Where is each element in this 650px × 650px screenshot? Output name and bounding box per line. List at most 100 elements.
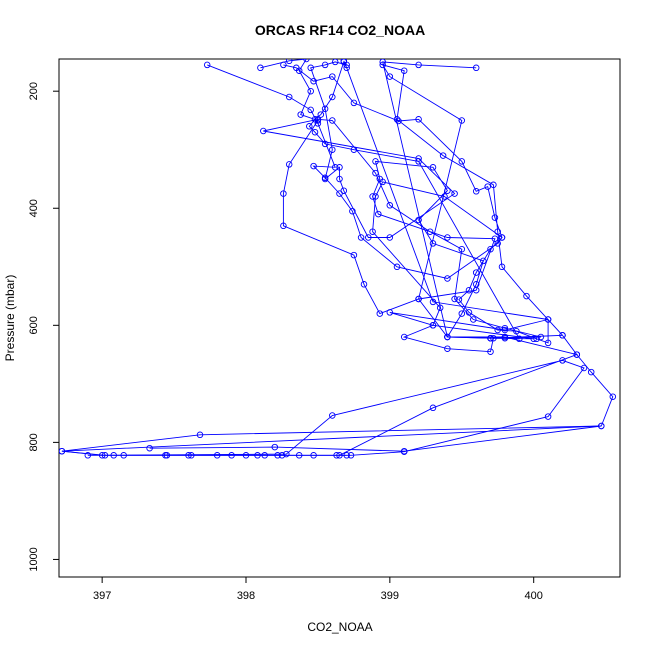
data-point	[415, 216, 422, 224]
data-point	[283, 450, 290, 458]
y-tick-label: 600	[28, 316, 40, 334]
data-point	[146, 444, 153, 452]
data-point	[415, 295, 422, 303]
data-point	[350, 146, 358, 153]
data-point	[598, 422, 605, 430]
data-point	[429, 404, 437, 412]
data-point	[439, 152, 447, 159]
data-point	[321, 105, 329, 113]
data-point	[498, 234, 506, 241]
data-point	[297, 111, 304, 118]
y-tick-label: 800	[28, 433, 40, 451]
data-point	[285, 93, 293, 101]
data-point	[393, 263, 401, 271]
data-point	[444, 234, 451, 241]
data-point	[587, 368, 595, 376]
data-point	[472, 269, 480, 276]
data-point	[203, 61, 211, 69]
data-point	[307, 64, 314, 72]
data-point	[347, 452, 355, 459]
data-point	[491, 214, 499, 221]
data-point	[415, 155, 422, 162]
data-point	[376, 310, 384, 317]
data-point	[429, 322, 437, 329]
data-point	[280, 190, 287, 197]
data-point	[336, 175, 343, 183]
data-point	[59, 447, 66, 455]
data-point	[369, 228, 376, 235]
data-point	[537, 333, 545, 341]
data-point	[580, 364, 588, 372]
data-point	[429, 298, 437, 306]
data-point	[321, 174, 329, 182]
x-axis-label: CO2_NOAA	[307, 620, 372, 634]
data-point	[349, 207, 356, 215]
data-point	[350, 251, 358, 259]
data-point	[386, 309, 394, 316]
data-point	[280, 222, 287, 230]
data-point	[336, 164, 343, 171]
data-point	[472, 281, 480, 288]
data-point	[317, 111, 325, 118]
data-point	[436, 304, 444, 312]
data-point	[490, 181, 497, 189]
data-point	[544, 413, 552, 420]
data-point	[530, 335, 537, 343]
data-point	[84, 452, 92, 459]
data-point	[458, 310, 466, 317]
data-point	[400, 447, 408, 455]
data-point	[544, 339, 552, 347]
data-point	[285, 161, 293, 168]
data-point	[386, 234, 394, 241]
data-point	[98, 452, 106, 459]
y-axis-label: Pressure (mbar)	[3, 275, 17, 362]
data-point	[260, 127, 267, 135]
data-point	[379, 59, 386, 66]
data-point	[285, 59, 293, 65]
series-line-4	[61, 425, 602, 456]
data-point	[523, 292, 530, 300]
data-point	[386, 73, 394, 80]
data-point	[458, 158, 466, 165]
data-point	[609, 393, 617, 400]
data-point	[386, 202, 394, 209]
data-point	[329, 93, 336, 101]
data-point	[501, 324, 509, 332]
data-point	[455, 296, 463, 303]
data-point	[559, 357, 566, 364]
data-point	[314, 116, 322, 123]
x-tick-label: 400	[525, 590, 543, 602]
data-point	[196, 431, 204, 439]
data-point	[365, 234, 372, 241]
data-point	[451, 295, 458, 303]
data-point	[458, 117, 466, 124]
series-layer	[59, 59, 617, 459]
data-point	[415, 158, 422, 165]
data-point	[491, 235, 499, 242]
data-point	[426, 228, 434, 235]
data-point	[415, 116, 422, 123]
data-point	[544, 316, 552, 323]
y-tick-label: 400	[28, 199, 40, 217]
data-point	[343, 64, 350, 72]
data-point	[415, 61, 422, 69]
data-point	[393, 116, 401, 123]
series-line-3	[207, 60, 549, 353]
data-point	[372, 169, 379, 177]
data-point	[480, 257, 487, 265]
data-point	[375, 210, 382, 218]
data-point	[360, 281, 368, 288]
data-point	[429, 240, 437, 247]
data-point	[400, 67, 408, 74]
data-point	[331, 59, 339, 66]
data-point	[307, 87, 314, 95]
data-point	[470, 316, 477, 323]
series-line-2	[260, 59, 542, 340]
data-point	[472, 64, 480, 72]
data-point	[444, 275, 451, 282]
data-point	[372, 193, 379, 200]
data-point	[494, 326, 501, 334]
data-point	[559, 332, 566, 339]
data-point	[314, 120, 322, 127]
